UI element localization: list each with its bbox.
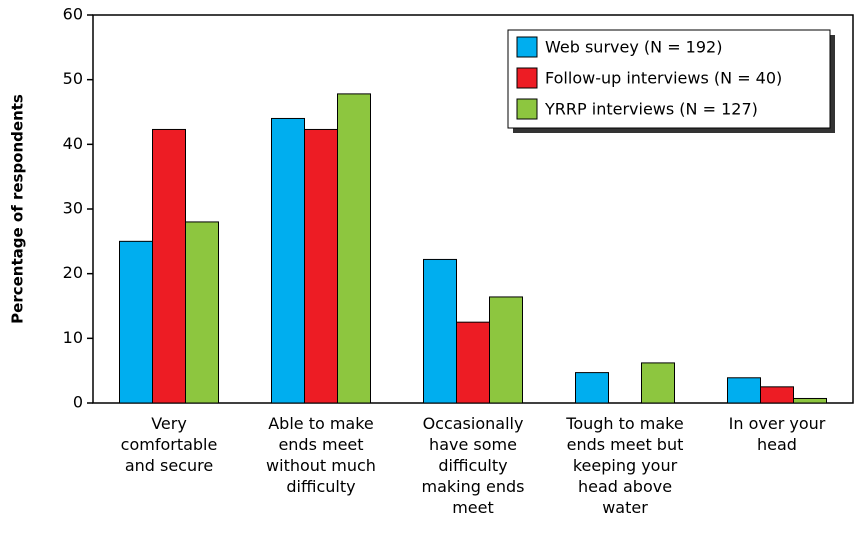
y-tick-label: 20 (63, 263, 83, 282)
bar (337, 93, 371, 404)
legend (507, 29, 831, 129)
y-tick-label: 30 (63, 199, 83, 218)
x-tick-label: Able to make ends meet without much difficu… (266, 414, 376, 496)
y-tick-label: 60 (63, 5, 83, 24)
legend-label: YRRP interviews (N = 127) (544, 100, 758, 119)
bar (575, 372, 609, 404)
x-tick-label: Tough to make ends meet but keeping your he… (565, 414, 683, 517)
bar (793, 397, 827, 404)
y-axis-label: Percentage of respondents (9, 94, 27, 324)
bar (727, 377, 761, 404)
bar (152, 128, 186, 404)
y-tick-label: 50 (63, 69, 83, 88)
bar (304, 128, 338, 404)
legend-swatch (516, 98, 538, 120)
bar (641, 362, 675, 404)
bar (423, 258, 457, 404)
legend-label: Follow-up interviews (N = 40) (545, 69, 782, 88)
legend-swatch (516, 36, 538, 58)
x-tick-label: Very comfortable and secure (121, 414, 218, 475)
legend-label: Web survey (N = 192) (545, 38, 722, 57)
bar (271, 117, 305, 404)
bar (119, 240, 153, 404)
legend-swatch (516, 67, 538, 89)
x-tick-label: In over your head (729, 414, 826, 454)
bar (489, 296, 523, 404)
y-tick-label: 40 (63, 134, 83, 153)
y-tick-label: 0 (73, 393, 83, 412)
x-tick-label: Occasionally have some difficulty making en… (422, 414, 525, 517)
bar (185, 221, 219, 404)
bar (760, 386, 794, 404)
bar (456, 321, 490, 404)
y-tick-label: 10 (63, 328, 83, 347)
